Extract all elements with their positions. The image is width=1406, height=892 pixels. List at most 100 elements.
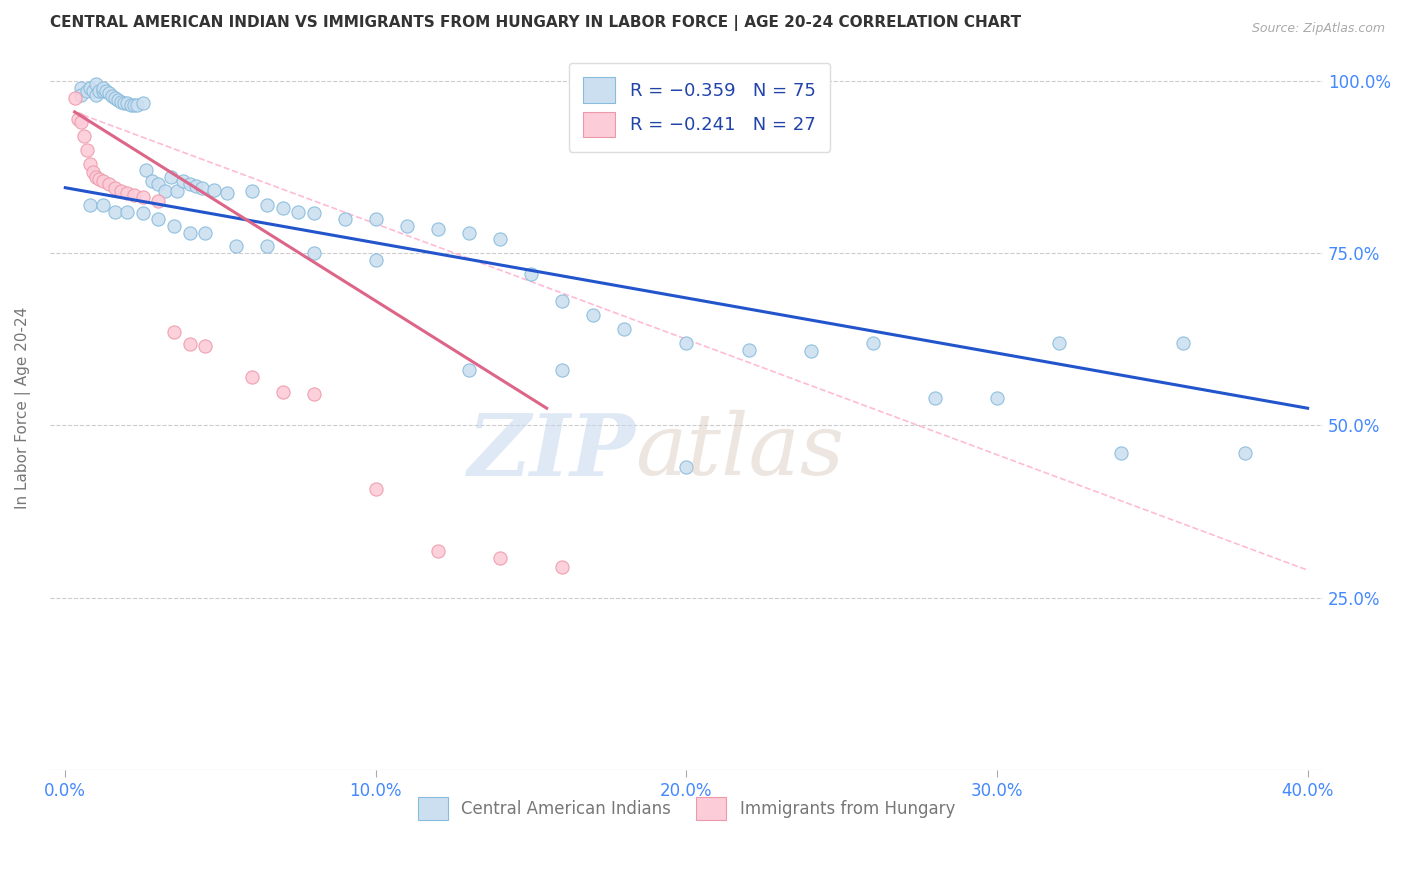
- Point: [117, 186, 139, 200]
- Point: [89, 84, 111, 98]
- Point: [1234, 446, 1257, 460]
- Point: [256, 198, 278, 212]
- Point: [427, 222, 450, 236]
- Point: [302, 206, 325, 220]
- Point: [97, 87, 120, 101]
- Point: [1047, 335, 1070, 350]
- Point: [194, 226, 217, 240]
- Point: [104, 180, 127, 194]
- Point: [122, 187, 145, 202]
- Point: [395, 219, 418, 233]
- Point: [163, 326, 186, 340]
- Text: CENTRAL AMERICAN INDIAN VS IMMIGRANTS FROM HUNGARY IN LABOR FORCE | AGE 20-24 CO: CENTRAL AMERICAN INDIAN VS IMMIGRANTS FR…: [49, 15, 1021, 31]
- Point: [1109, 446, 1132, 460]
- Point: [79, 198, 101, 212]
- Point: [66, 112, 89, 126]
- Point: [79, 156, 101, 170]
- Point: [862, 335, 884, 350]
- Point: [86, 170, 108, 185]
- Point: [427, 544, 450, 558]
- Point: [924, 391, 946, 405]
- Point: [302, 387, 325, 401]
- Point: [1173, 335, 1195, 350]
- Point: [82, 84, 104, 98]
- Point: [86, 78, 108, 92]
- Point: [104, 91, 127, 105]
- Point: [364, 211, 387, 226]
- Point: [302, 246, 325, 260]
- Point: [172, 174, 194, 188]
- Point: [551, 363, 574, 377]
- Point: [132, 206, 155, 220]
- Point: [675, 335, 697, 350]
- Point: [122, 98, 145, 112]
- Point: [256, 239, 278, 253]
- Point: [132, 95, 155, 110]
- Point: [179, 226, 201, 240]
- Point: [737, 343, 759, 357]
- Point: [79, 80, 101, 95]
- Point: [202, 183, 225, 197]
- Point: [675, 459, 697, 474]
- Point: [240, 184, 263, 198]
- Point: [489, 232, 512, 246]
- Point: [163, 219, 186, 233]
- Point: [364, 482, 387, 496]
- Point: [69, 115, 91, 129]
- Point: [117, 204, 139, 219]
- Point: [91, 84, 114, 98]
- Point: [91, 80, 114, 95]
- Point: [76, 84, 98, 98]
- Point: [489, 550, 512, 565]
- Point: [520, 267, 543, 281]
- Point: [94, 84, 117, 98]
- Point: [179, 178, 201, 192]
- Point: [148, 194, 170, 209]
- Point: [191, 180, 214, 194]
- Point: [110, 95, 132, 109]
- Point: [458, 363, 481, 377]
- Point: [364, 253, 387, 268]
- Point: [148, 178, 170, 192]
- Point: [117, 95, 139, 110]
- Point: [76, 143, 98, 157]
- Point: [132, 189, 155, 203]
- Point: [135, 163, 157, 178]
- Point: [166, 184, 188, 198]
- Point: [107, 93, 129, 107]
- Point: [82, 165, 104, 179]
- Point: [112, 95, 135, 110]
- Point: [89, 171, 111, 186]
- Point: [225, 239, 247, 253]
- Point: [97, 178, 120, 192]
- Point: [986, 391, 1008, 405]
- Point: [104, 204, 127, 219]
- Y-axis label: In Labor Force | Age 20-24: In Labor Force | Age 20-24: [15, 307, 31, 509]
- Point: [582, 308, 605, 322]
- Point: [215, 186, 238, 200]
- Point: [271, 385, 294, 400]
- Point: [800, 344, 823, 359]
- Point: [86, 87, 108, 102]
- Text: atlas: atlas: [636, 410, 845, 493]
- Point: [458, 226, 481, 240]
- Text: Source: ZipAtlas.com: Source: ZipAtlas.com: [1251, 22, 1385, 36]
- Point: [148, 211, 170, 226]
- Point: [287, 204, 309, 219]
- Point: [69, 87, 91, 102]
- Point: [91, 174, 114, 188]
- Point: [551, 294, 574, 309]
- Point: [125, 98, 148, 112]
- Point: [271, 202, 294, 216]
- Point: [120, 98, 142, 112]
- Point: [63, 91, 86, 105]
- Point: [160, 170, 183, 185]
- Text: ZIP: ZIP: [468, 410, 636, 493]
- Point: [179, 337, 201, 351]
- Point: [101, 89, 124, 103]
- Point: [184, 178, 207, 193]
- Point: [69, 80, 91, 95]
- Point: [110, 184, 132, 198]
- Point: [153, 184, 176, 198]
- Point: [141, 174, 163, 188]
